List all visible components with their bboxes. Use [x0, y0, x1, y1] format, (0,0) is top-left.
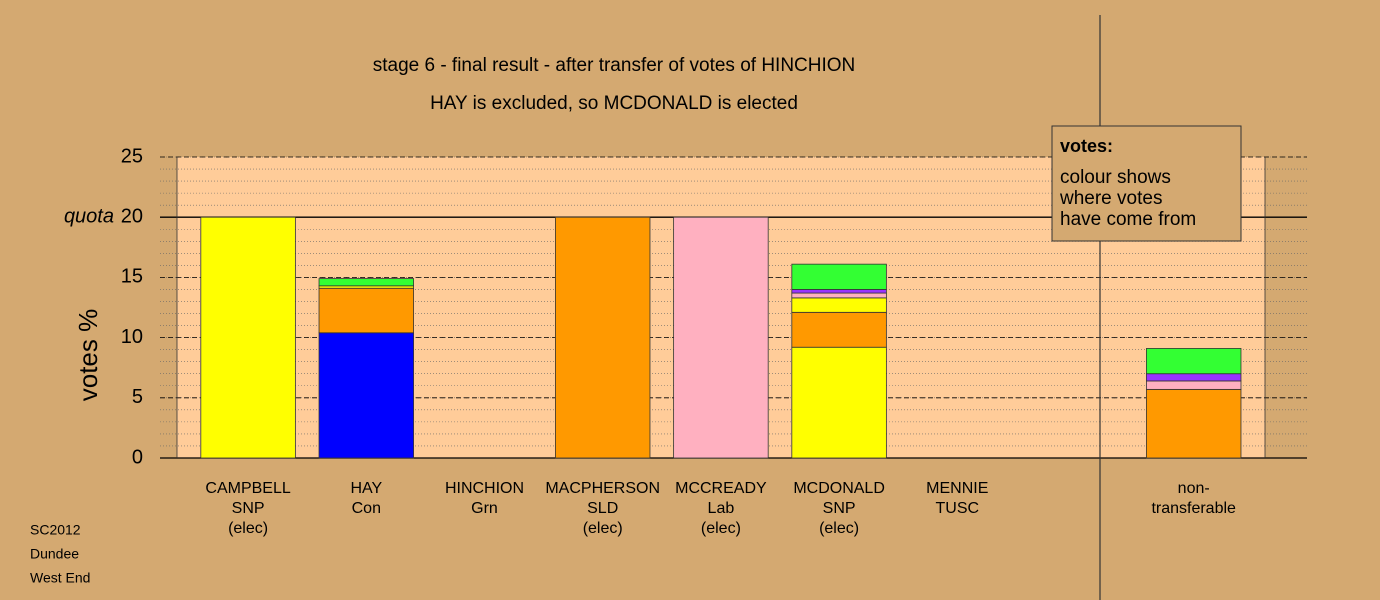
x-tick-label: (elec) [583, 520, 623, 537]
y-tick-label: 0 [132, 446, 143, 468]
bars [200, 216, 1242, 459]
chart-title: stage 6 - final result - after transfer … [373, 55, 856, 76]
quota-label: quota [64, 205, 114, 227]
bar-segment [791, 263, 887, 290]
x-tick-label: (elec) [819, 520, 859, 537]
bar-segment [318, 287, 414, 334]
bar-segment [791, 311, 887, 348]
bar-segment [1146, 348, 1242, 375]
x-tick-label: SLD [587, 500, 618, 517]
bar-segment [1146, 373, 1242, 382]
footer-text: West End [30, 570, 90, 586]
x-tick-label: transferable [1151, 500, 1236, 517]
chart-subtitle: HAY is excluded, so MCDONALD is elected [430, 93, 798, 114]
y-axis-label: votes % [73, 309, 103, 402]
bar-segment [555, 216, 651, 459]
legend-text: have come from [1060, 209, 1196, 230]
y-tick-label: 20 [121, 205, 143, 227]
footer-text: Dundee [30, 546, 79, 562]
bar-segment [791, 346, 887, 459]
x-tick-label: non- [1178, 480, 1210, 497]
bar-segment [791, 292, 887, 299]
legend-text: colour shows [1060, 167, 1171, 188]
x-tick-label: SNP [232, 500, 265, 517]
x-tick-label: (elec) [228, 520, 268, 537]
legend-box [1051, 125, 1242, 242]
x-tick-label: HAY [350, 480, 382, 497]
x-tick-label: MCCREADY [675, 480, 767, 497]
x-tick-label: MENNIE [926, 480, 988, 497]
legend-text: where votes [1059, 188, 1162, 209]
bar-segment [791, 289, 887, 294]
x-tick-label: Lab [708, 500, 735, 517]
y-tick-label: 15 [121, 266, 143, 288]
x-tick-label: CAMPBELL [205, 480, 290, 497]
bar-segment [318, 332, 414, 459]
x-tick-label: (elec) [701, 520, 741, 537]
footer-text: SC2012 [30, 522, 81, 538]
x-tick-label: MCDONALD [793, 480, 885, 497]
bar-segment [318, 278, 414, 287]
y-tick-label: 25 [121, 145, 143, 167]
x-tick-label: TUSC [936, 500, 980, 517]
x-tick-label: Grn [471, 500, 498, 517]
x-tick-label: SNP [823, 500, 856, 517]
x-tick-label: HINCHION [445, 480, 524, 497]
x-tick-label: Con [352, 500, 381, 517]
x-tick-label: MACPHERSON [545, 480, 660, 497]
bar-segment [200, 216, 296, 459]
bar-segment [1146, 380, 1242, 390]
bar-segment [1146, 388, 1242, 459]
bar-segment [673, 216, 769, 459]
y-tick-label: 10 [121, 326, 143, 348]
legend-title: votes: [1060, 136, 1113, 156]
bar-segment [791, 297, 887, 313]
y-tick-label: 5 [132, 386, 143, 408]
